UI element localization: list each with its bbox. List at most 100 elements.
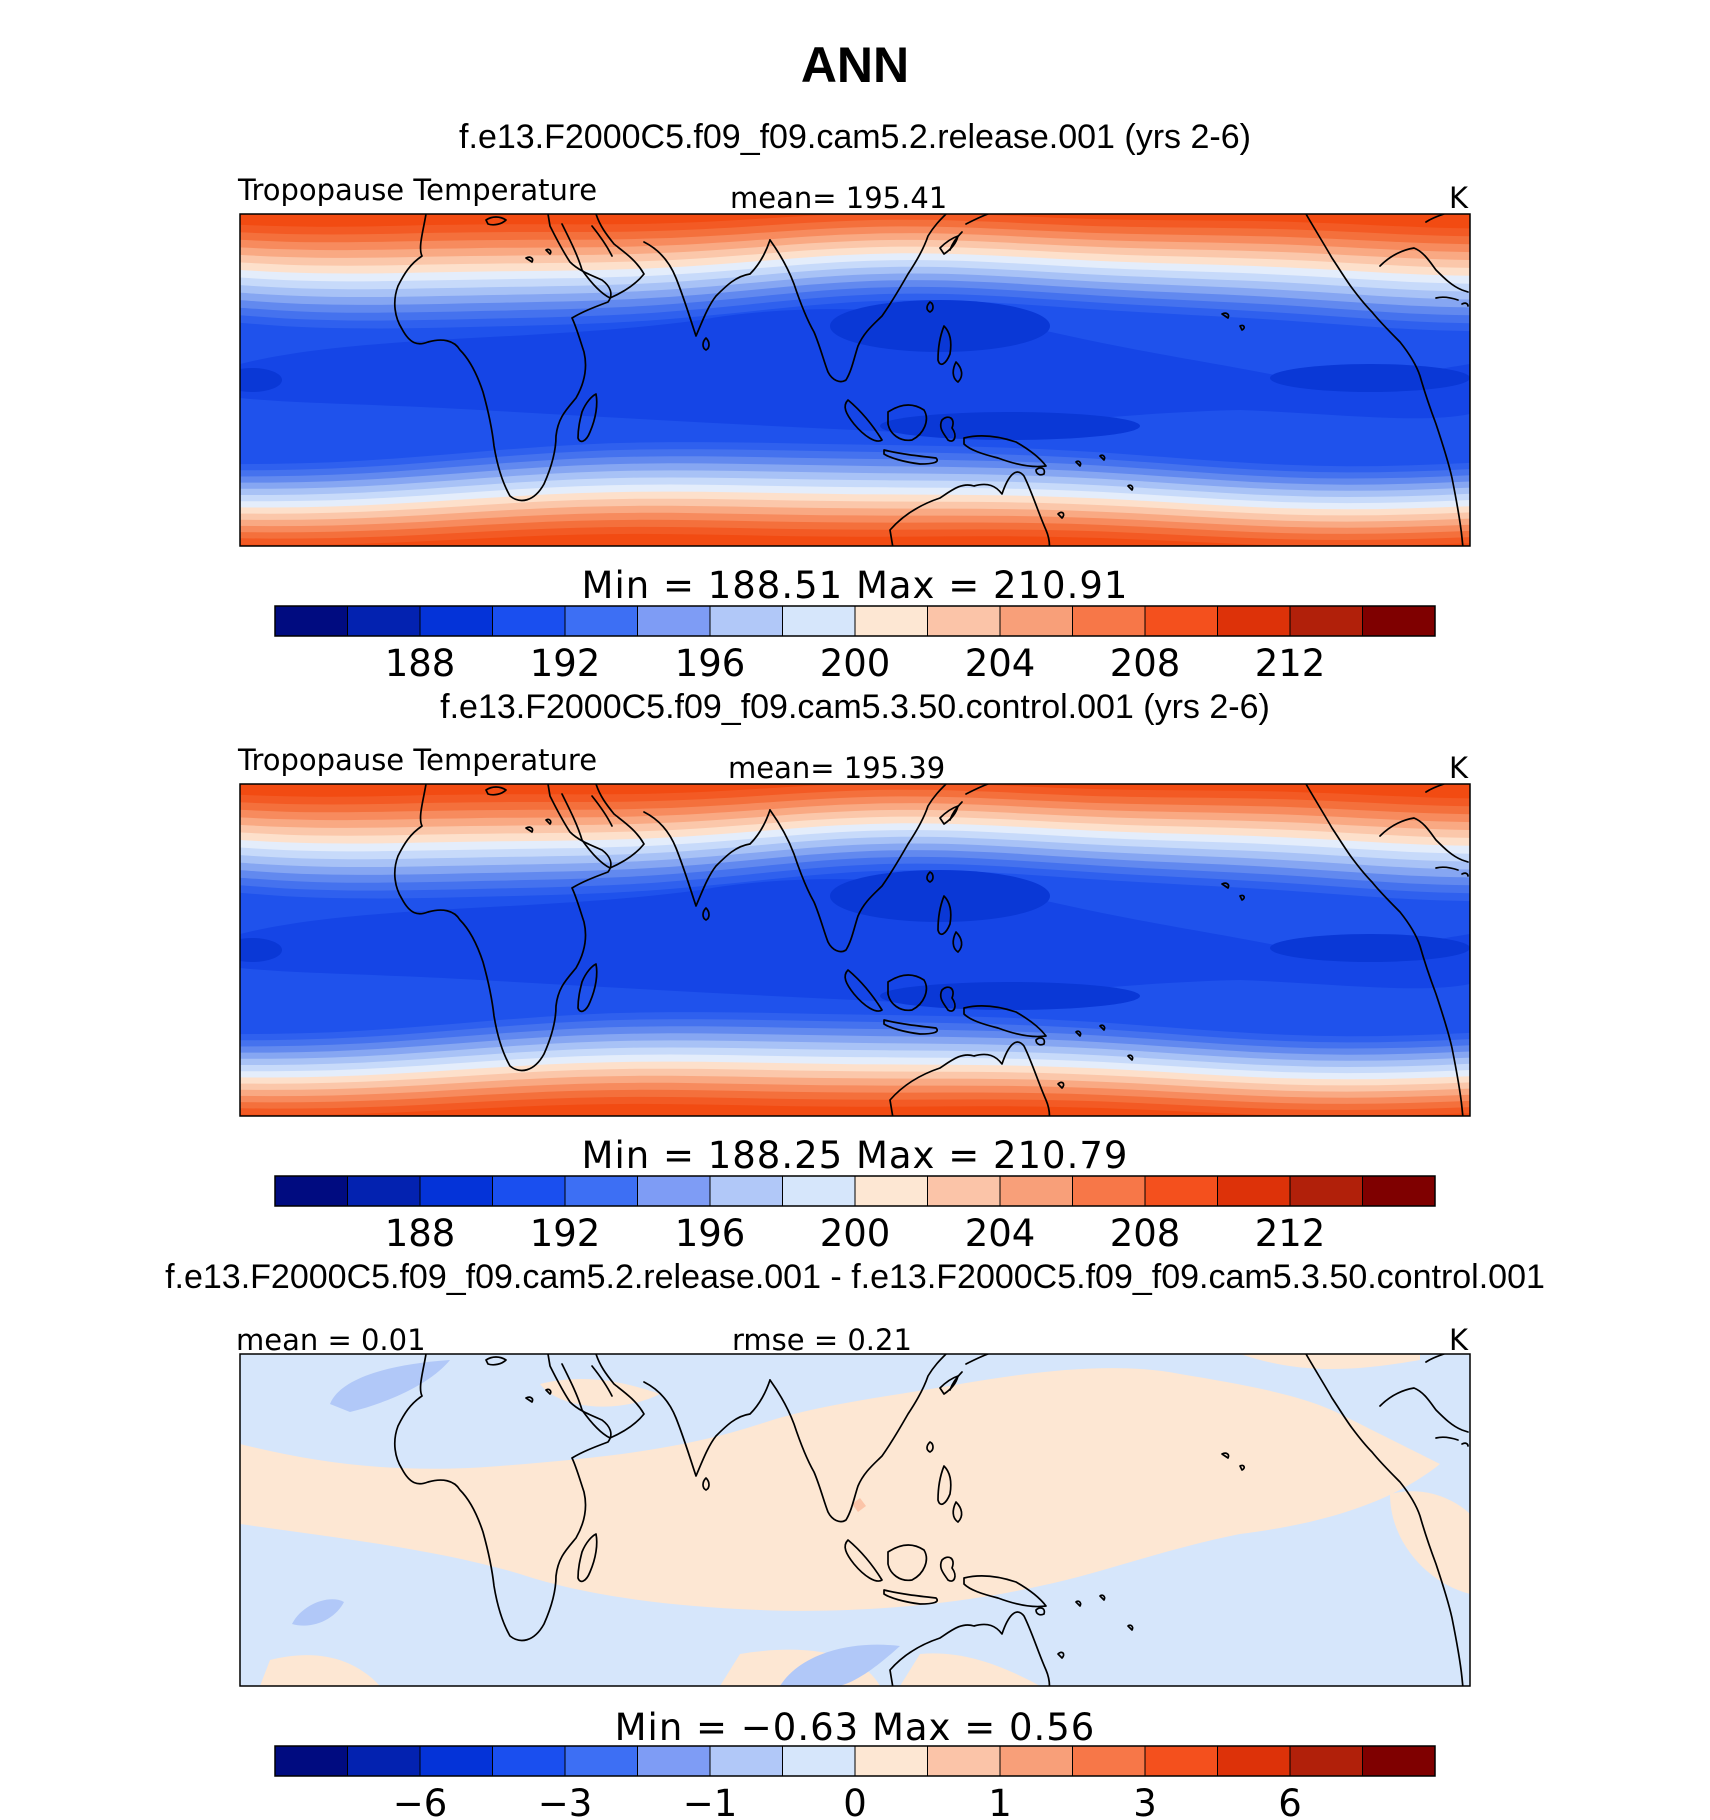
panel-difference-case-title: f.e13.F2000C5.f09_f09.cam5.2.release.001… [165, 1258, 1545, 1296]
colorbar-tick-label: 6 [1278, 1782, 1302, 1820]
colorbar-segment [564, 1745, 638, 1777]
diff-positive-region [900, 1653, 1040, 1686]
map-cold-anomaly [880, 982, 1140, 1010]
colorbar-segment [1144, 1745, 1218, 1777]
panel-difference-units: K [1449, 1323, 1469, 1357]
colorbar-tick-label: 208 [1110, 1212, 1181, 1255]
colorbar-tick-label: 192 [530, 642, 601, 685]
diff-negative-region [330, 1360, 450, 1412]
colorbar-segment [274, 605, 348, 637]
colorbar-segment [419, 605, 493, 637]
colorbar-segment [1217, 605, 1291, 637]
panel-control-units: K [1449, 751, 1469, 785]
panel-test-units: K [1449, 181, 1469, 215]
colorbar-segment [709, 605, 783, 637]
panel-test-variable: Tropopause Temperature [237, 173, 597, 207]
colorbar-tick-label: 204 [965, 642, 1036, 685]
panel-test-mean: mean= 195.41 [730, 181, 947, 215]
colorbar-tick-label: 196 [675, 642, 746, 685]
colorbar-tick-label: 0 [843, 1782, 867, 1820]
colorbar-segment [347, 605, 421, 637]
panel-test-map [239, 213, 1471, 547]
colorbar-segment [637, 605, 711, 637]
panel-control-min-max: Min = 188.25 Max = 210.79 [582, 1134, 1129, 1177]
colorbar-tick-label: 212 [1255, 1212, 1326, 1255]
map-cold-anomaly [880, 412, 1140, 440]
colorbar-segment [1144, 1175, 1218, 1207]
colorbar-tick-label: 212 [1255, 642, 1326, 685]
colorbar-segment [347, 1175, 421, 1207]
colorbar-segment [419, 1175, 493, 1207]
colorbar-tick-label: 208 [1110, 642, 1181, 685]
panel-test-colorbar: 188 192 196 200 204 208 212 [274, 605, 1436, 685]
diff-positive-spot [852, 1498, 866, 1512]
panel-control-colorbar: 188 192 196 200 204 208 212 [274, 1175, 1436, 1255]
map-cold-anomaly [1270, 364, 1470, 392]
map-frame [239, 783, 1471, 1117]
colorbar-segment [492, 1745, 566, 1777]
colorbar-segment [1072, 1175, 1146, 1207]
colorbar-segment [1217, 1175, 1291, 1207]
colorbar-frame [274, 1745, 1436, 1777]
colorbar-segment [1289, 1745, 1363, 1777]
colorbar-segment [782, 1175, 856, 1207]
colorbar-segment [999, 1745, 1073, 1777]
diff-positive-region [1240, 1354, 1420, 1370]
colorbar-segment [1217, 1745, 1291, 1777]
colorbar-segment [927, 1745, 1001, 1777]
map-frame [239, 213, 1471, 547]
panel-control-map [239, 783, 1471, 1117]
map-cold-anomaly [830, 300, 1050, 352]
map-cold-anomaly [240, 368, 282, 392]
colorbar-segment [492, 1175, 566, 1207]
map-cold-anomaly [830, 870, 1050, 922]
colorbar-segment [564, 605, 638, 637]
panel-difference: f.e13.F2000C5.f09_f09.cam5.2.release.001… [165, 1258, 1545, 1820]
colorbar-tick-label: 200 [820, 1212, 891, 1255]
colorbar-tick-label: 188 [385, 642, 456, 685]
colorbar-segment [709, 1175, 783, 1207]
panel-control: f.e13.F2000C5.f09_f09.cam5.3.50.control.… [237, 688, 1471, 1255]
diff-negative-region [780, 1644, 900, 1686]
colorbar-segment [927, 1175, 1001, 1207]
colorbar-tick-label: 188 [385, 1212, 456, 1255]
colorbar-segment [1144, 605, 1218, 637]
panel-difference-min-max: Min = −0.63 Max = 0.56 [615, 1706, 1096, 1749]
colorbar-tick-label: 204 [965, 1212, 1036, 1255]
colorbar-segment [347, 1745, 421, 1777]
colorbar-segment [564, 1175, 638, 1207]
colorbar-segment [709, 1745, 783, 1777]
colorbar-segment [999, 605, 1073, 637]
panel-control-case-title: f.e13.F2000C5.f09_f09.cam5.3.50.control.… [440, 688, 1270, 726]
colorbar-segment [492, 605, 566, 637]
panel-difference-map [239, 1353, 1471, 1687]
panel-control-mean: mean= 195.39 [728, 751, 945, 785]
colorbar-segment [419, 1745, 493, 1777]
colorbar-segment [782, 605, 856, 637]
panel-test-case-title: f.e13.F2000C5.f09_f09.cam5.2.release.001… [459, 118, 1251, 156]
colorbar-segment [1362, 605, 1436, 637]
colorbar-segment [927, 605, 1001, 637]
panel-difference-rmse: rmse = 0.21 [732, 1323, 912, 1357]
colorbar-tick-label: −6 [393, 1782, 448, 1820]
map-tropical-core [240, 879, 1470, 1002]
colorbar-segment [637, 1745, 711, 1777]
colorbar-frame [274, 605, 1436, 637]
diff-positive-region [540, 1379, 660, 1407]
panel-control-variable: Tropopause Temperature [237, 743, 597, 777]
colorbar-tick-label: 3 [1133, 1782, 1157, 1820]
panel-difference-colorbar: −6 −3 −1 0 1 3 6 [274, 1745, 1436, 1820]
colorbar-segment [782, 1745, 856, 1777]
figure-title: ANN [801, 37, 909, 93]
colorbar-segment [637, 1175, 711, 1207]
colorbar-tick-label: −3 [538, 1782, 593, 1820]
diff-negative-region [292, 1599, 344, 1626]
colorbar-segment [274, 1745, 348, 1777]
colorbar-segment [1072, 605, 1146, 637]
colorbar-segment [999, 1175, 1073, 1207]
colorbar-segment [854, 1175, 928, 1207]
colorbar-segment [854, 605, 928, 637]
colorbar-segment [274, 1175, 348, 1207]
map-frame [239, 1353, 1471, 1687]
colorbar-tick-label: −1 [683, 1782, 738, 1820]
